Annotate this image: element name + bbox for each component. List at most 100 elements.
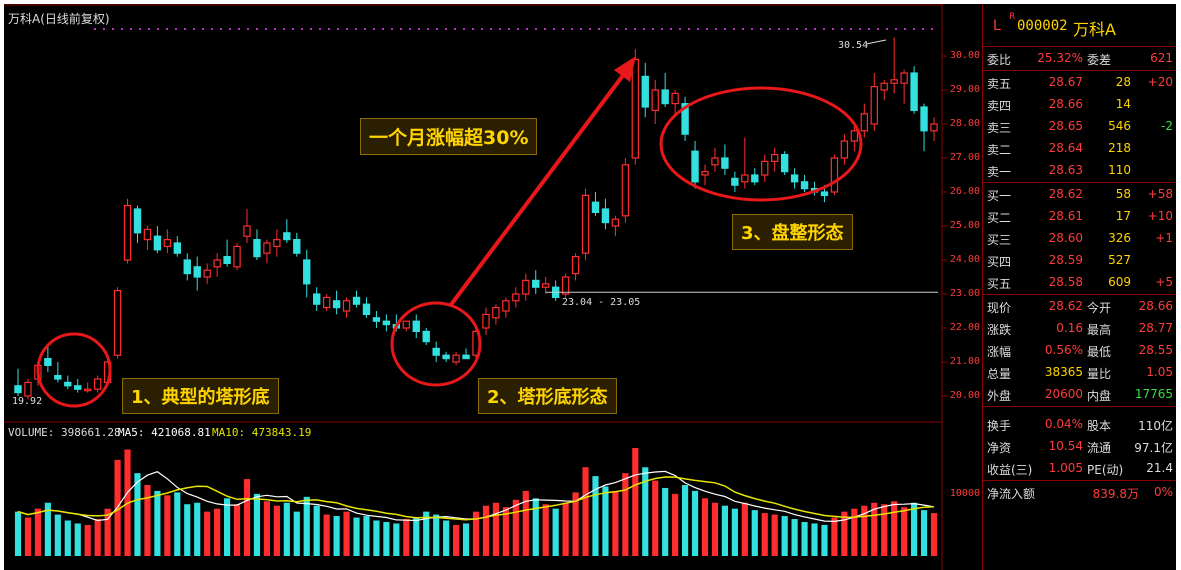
volume-bar xyxy=(492,502,499,556)
stock-code: 000002 xyxy=(1017,18,1068,34)
level-label: 买三 xyxy=(987,233,1012,247)
candle-body xyxy=(631,58,639,159)
marker-dot xyxy=(598,28,600,30)
marker-dot xyxy=(877,28,879,30)
candle-body xyxy=(322,296,331,309)
marker-dot xyxy=(769,28,771,30)
stat-value: 28.62 xyxy=(1048,299,1083,313)
candle-body xyxy=(542,283,550,288)
candle-body xyxy=(243,225,251,237)
candle-body xyxy=(820,191,829,197)
volume-bar xyxy=(443,520,450,556)
candle-body xyxy=(482,313,490,329)
marker-dot xyxy=(841,28,843,30)
candle-body xyxy=(800,181,809,190)
marker-dot xyxy=(625,28,627,30)
marker-dot xyxy=(238,28,240,30)
candle-body xyxy=(362,303,371,316)
candle-body xyxy=(930,123,938,132)
volume-bar xyxy=(662,487,669,556)
price-tick-label: 21.00 xyxy=(949,356,980,367)
candle-body xyxy=(382,320,391,326)
volume-bar xyxy=(433,514,440,556)
marker-dot xyxy=(139,28,141,30)
marker-dot xyxy=(571,28,573,30)
level-label: 卖一 xyxy=(987,165,1012,179)
volume-bar xyxy=(343,511,350,556)
level-label: 卖四 xyxy=(987,99,1012,113)
marker-dot xyxy=(400,28,402,30)
level-volume: 609 xyxy=(1108,275,1131,289)
marker-dot xyxy=(652,28,654,30)
volume-bar xyxy=(930,513,938,556)
candle-body xyxy=(681,102,689,135)
volume-bar xyxy=(711,502,719,556)
highlight-ellipse-3 xyxy=(659,86,863,202)
volume-bar xyxy=(791,519,798,556)
volume-bar xyxy=(453,524,460,556)
volume-bar xyxy=(224,498,231,556)
volume-bar xyxy=(323,514,330,556)
ask-row: 卖二 28.64 218 xyxy=(983,138,1176,160)
candle-body xyxy=(143,228,152,241)
candle-body xyxy=(790,174,799,183)
price-tick-label: 30.00 xyxy=(949,50,980,61)
marker-dot xyxy=(562,28,564,30)
panel-separator xyxy=(983,294,1176,295)
bid-row: 买三 28.60 326 +1 xyxy=(983,228,1176,250)
stat-label: 今开 xyxy=(1087,301,1112,315)
volume-bar xyxy=(851,508,858,556)
price-tick-label: 26.00 xyxy=(949,186,980,197)
volume-bar xyxy=(204,511,211,556)
volume-bar xyxy=(184,504,191,556)
candle-body xyxy=(452,354,460,363)
marker-dot xyxy=(364,28,366,30)
level-volume: 326 xyxy=(1108,231,1131,245)
level-volume: 14 xyxy=(1115,97,1131,111)
candle-body xyxy=(402,320,410,329)
ma5-value: MA5: 421068.81 xyxy=(118,426,211,439)
volume-bar xyxy=(592,476,599,556)
marker-dot xyxy=(787,28,789,30)
marker-dot xyxy=(265,28,267,30)
ma10-line xyxy=(17,476,935,521)
level-label: 卖五 xyxy=(987,77,1012,91)
level-price: 28.65 xyxy=(1048,119,1083,133)
low-price-label: 19.92 xyxy=(12,396,43,407)
bid-row: 买一 28.62 58 +58 xyxy=(983,184,1176,206)
candle-body xyxy=(492,307,500,319)
volume-bar xyxy=(482,505,490,556)
marker-dot xyxy=(778,28,780,30)
volume-bar xyxy=(801,521,808,556)
level-price: 28.58 xyxy=(1048,275,1083,289)
candle-body xyxy=(581,194,590,254)
candle-body xyxy=(641,75,649,108)
volume-bar xyxy=(393,523,400,556)
price-tick-label: 24.00 xyxy=(949,254,980,265)
marker-dot xyxy=(859,28,861,30)
marker-dot xyxy=(553,28,555,30)
price-tick-label: 29.00 xyxy=(949,84,980,95)
stat-row: 涨幅 0.56% 最低 28.55 xyxy=(983,340,1176,362)
volume-bar xyxy=(293,511,300,556)
marker-dot xyxy=(724,28,726,30)
stat-value: 0.56% xyxy=(1044,343,1083,357)
candle-body xyxy=(203,269,211,278)
candle-body xyxy=(661,89,669,105)
candle-body xyxy=(303,259,311,285)
stat-value: 0.04% xyxy=(1044,417,1083,431)
candle-body xyxy=(412,320,420,333)
marker-dot xyxy=(121,28,123,30)
price-tick-label: 22.00 xyxy=(949,322,980,333)
candle-body xyxy=(721,157,729,169)
stat-label: 最高 xyxy=(1087,323,1112,337)
marker-dot xyxy=(454,28,456,30)
level-price: 28.67 xyxy=(1048,75,1083,89)
marker-dot xyxy=(742,28,744,30)
candle-body xyxy=(24,381,32,397)
net-inflow-pct: 0% xyxy=(1153,485,1173,499)
fundamental-row: 换手 0.04% 股本 110亿 xyxy=(983,414,1176,436)
bid-row: 买四 28.59 527 xyxy=(983,250,1176,272)
level-label: 买一 xyxy=(987,189,1012,203)
